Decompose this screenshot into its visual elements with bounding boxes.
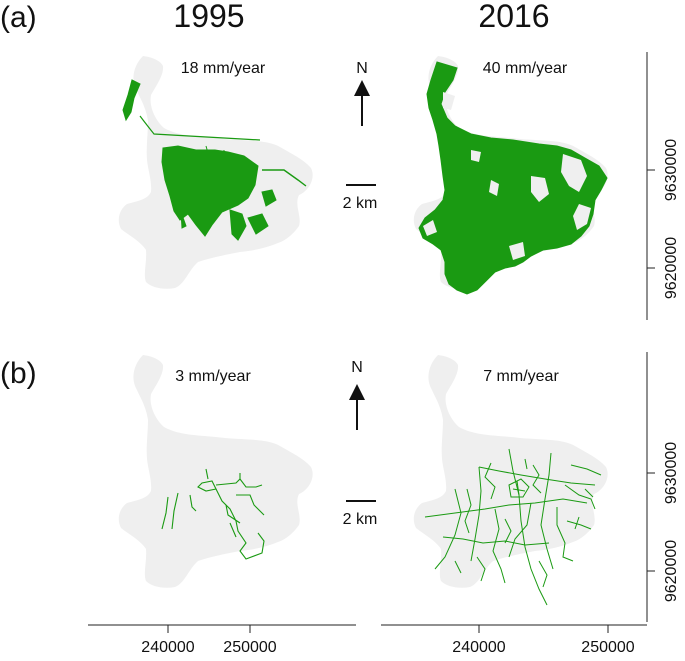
y-axis-b bbox=[646, 352, 655, 622]
map-b-2016 bbox=[413, 355, 608, 606]
panel-label-a: (a) bbox=[0, 1, 37, 34]
road-network-b-1995 bbox=[161, 468, 265, 560]
scale-label-a: 2 km bbox=[343, 195, 378, 212]
year-header-1995: 1995 bbox=[173, 0, 244, 34]
y-tick-b-9630000: 9630000 bbox=[663, 442, 680, 504]
north-arrow-b: N bbox=[349, 359, 365, 430]
panel-label-b: (b) bbox=[0, 357, 37, 390]
x-tick-left-250000: 250000 bbox=[223, 639, 276, 656]
urban-area-a-2016 bbox=[418, 61, 608, 295]
rate-label-b-2016: 7 mm/year bbox=[483, 368, 559, 385]
x-tick-right-240000: 240000 bbox=[452, 639, 505, 656]
year-header-2016: 2016 bbox=[478, 0, 549, 34]
x-axis-left bbox=[88, 624, 356, 633]
rate-label-a-1995: 18 mm/year bbox=[181, 60, 266, 77]
gaps-a-2016 bbox=[423, 92, 591, 260]
x-tick-left-240000: 240000 bbox=[141, 639, 194, 656]
map-b-1995 bbox=[118, 355, 313, 588]
north-label-b: N bbox=[351, 359, 363, 376]
north-arrow-a: N bbox=[354, 60, 370, 126]
rate-label-a-2016: 40 mm/year bbox=[483, 60, 568, 77]
urban-area-a-1995 bbox=[122, 79, 307, 241]
scale-bar-b: 2 km bbox=[343, 500, 378, 528]
y-tick-a-9630000: 9630000 bbox=[663, 139, 680, 201]
x-axis-right bbox=[381, 624, 647, 633]
north-label-a: N bbox=[356, 60, 368, 77]
scale-bar-a: 2 km bbox=[343, 184, 378, 212]
x-tick-right-250000: 250000 bbox=[581, 639, 634, 656]
y-axis-a bbox=[646, 52, 655, 320]
y-tick-a-9620000: 9620000 bbox=[663, 237, 680, 299]
map-a-1995 bbox=[118, 56, 313, 289]
y-tick-b-9620000: 9620000 bbox=[663, 540, 680, 602]
map-a-2016 bbox=[413, 56, 608, 295]
scale-label-b: 2 km bbox=[343, 511, 378, 528]
rate-label-b-1995: 3 mm/year bbox=[175, 368, 251, 385]
road-network-b-2016 bbox=[424, 448, 602, 606]
